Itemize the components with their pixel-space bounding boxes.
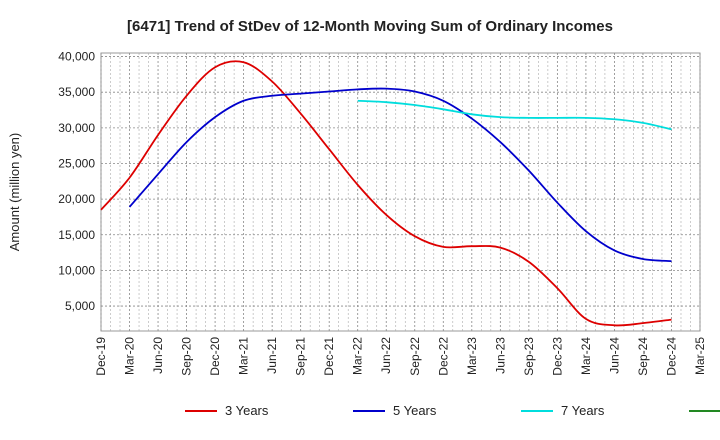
x-tick-label: Sep-20 xyxy=(180,337,194,376)
x-tick-label: Mar-21 xyxy=(237,337,251,375)
y-tick-label: 30,000 xyxy=(58,121,95,135)
x-tick-label: Jun-20 xyxy=(151,337,165,374)
y-tick-label: 25,000 xyxy=(58,156,95,170)
plot-frame xyxy=(100,52,701,332)
x-tick-label: Jun-21 xyxy=(265,337,279,374)
y-axis-label: Amount (million yen) xyxy=(7,133,22,252)
x-axis-ticks: Dec-19 Mar-20 Jun-20 Sep-20 Dec-20 Mar-21 Jun-… xyxy=(94,337,707,376)
series-line-3 xyxy=(357,99,672,131)
y-tick-label: 20,000 xyxy=(58,192,95,206)
x-tick-label: Jun-22 xyxy=(379,337,393,374)
x-tick-label: Sep-22 xyxy=(408,337,422,376)
x-tick-label: Jun-23 xyxy=(493,337,507,374)
series-line-1 xyxy=(100,60,672,327)
series-line-2 xyxy=(128,87,672,263)
y-axis-ticks: 5,000 10,000 15,000 20,000 25,000 30,000 35,00… xyxy=(58,50,95,313)
x-tick-label: Dec-21 xyxy=(322,337,336,376)
y-tick-label: 5,000 xyxy=(65,299,95,313)
y-tick-label: 40,000 xyxy=(58,50,95,64)
x-tick-label: Jun-24 xyxy=(607,337,621,374)
x-tick-label: Mar-23 xyxy=(465,337,479,375)
x-tick-label: Dec-22 xyxy=(436,337,450,376)
legend-label: 5 Years xyxy=(393,403,437,418)
chart-title: [6471] Trend of StDev of 12-Month Moving… xyxy=(127,18,613,35)
x-tick-label: Mar-20 xyxy=(123,337,137,375)
y-tick-label: 35,000 xyxy=(58,85,95,99)
legend-label: 7 Years xyxy=(561,403,605,418)
y-tick-label: 10,000 xyxy=(58,263,95,277)
x-tick-label: Mar-25 xyxy=(693,337,707,375)
x-tick-label: Sep-24 xyxy=(636,337,650,376)
x-tick-label: Dec-19 xyxy=(94,337,108,376)
legend-label: 3 Years xyxy=(225,403,269,418)
x-tick-label: Dec-24 xyxy=(664,337,678,376)
series-lines xyxy=(100,60,672,327)
y-tick-label: 15,000 xyxy=(58,228,95,242)
x-tick-label: Mar-22 xyxy=(351,337,365,375)
x-tick-label: Sep-23 xyxy=(522,337,536,376)
x-tick-label: Dec-23 xyxy=(550,337,564,376)
x-tick-label: Sep-21 xyxy=(294,337,308,376)
x-tick-label: Mar-24 xyxy=(579,337,593,375)
plot-area xyxy=(100,52,701,332)
x-tick-label: Dec-20 xyxy=(208,337,222,376)
